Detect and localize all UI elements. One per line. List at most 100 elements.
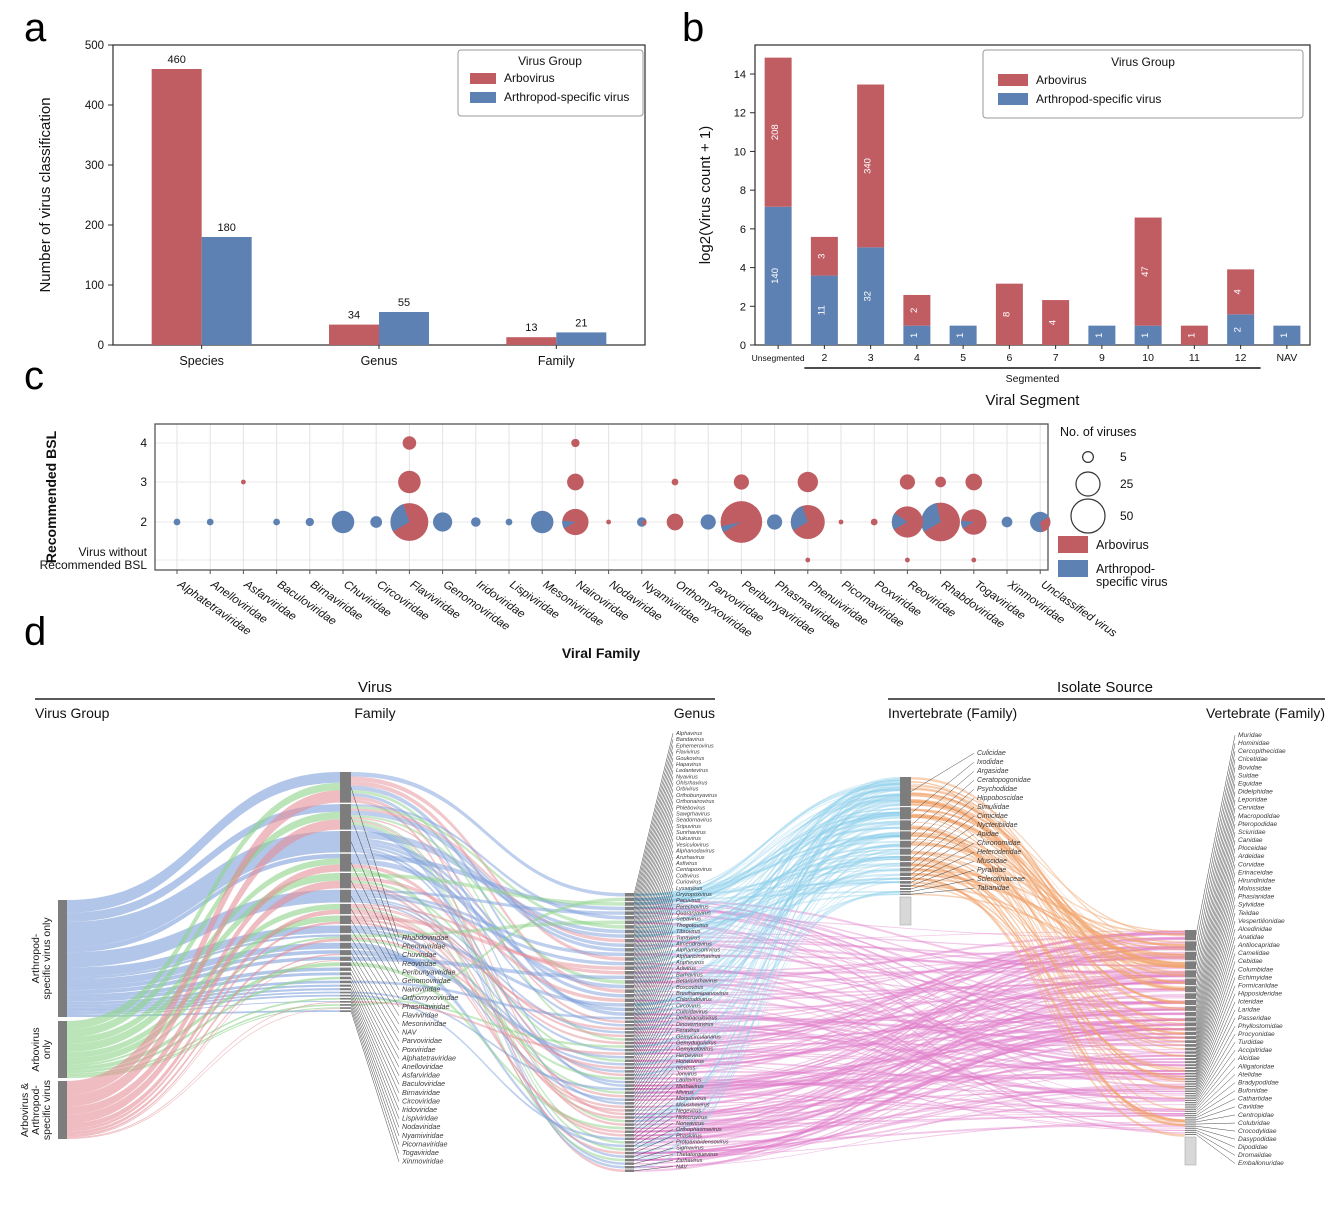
sankey-node-vertebrate: [1185, 1027, 1196, 1031]
flow-family-to-genus: [351, 885, 625, 1155]
flow-group-to-family: [67, 903, 340, 1059]
genus-leader: [633, 1024, 674, 1090]
flow-genus-to-vertebrate: [634, 966, 1185, 1087]
vertebrate-leader: [1195, 824, 1236, 1020]
stack-value-label: 1: [1140, 333, 1151, 338]
flow-genus-to-vertebrate: [634, 1081, 1185, 1095]
family-label: Xinmoviridae: [401, 1157, 444, 1166]
genus-label: Herbevirus: [676, 1053, 703, 1059]
sankey-node-genus: [625, 1141, 634, 1144]
vertebrate-leader: [1195, 888, 1236, 1053]
genus-label: Ohlsrhavirus: [676, 781, 708, 787]
stack-value-label: 47: [1140, 266, 1151, 277]
flow-family-to-genus: [351, 817, 625, 1023]
flow-genus-to-vertebrate: [634, 981, 1185, 1002]
vertebrate-leader: [1195, 799, 1236, 1003]
flow-genus-to-invertebrate: [634, 821, 900, 901]
flow-genus-to-invertebrate: [634, 835, 900, 1023]
sankey-node-invertebrate: [900, 881, 911, 884]
x-tick-label: 3: [868, 352, 874, 364]
bar-arbovirus-genus: [329, 324, 379, 345]
flow-genus-to-vertebrate: [634, 1028, 1185, 1094]
flow-invertebrate-to-vertebrate: [911, 825, 1185, 1050]
flow-genus-to-vertebrate: [634, 1090, 1185, 1104]
genus-leader: [633, 1036, 674, 1097]
flow-family-to-genus: [351, 853, 625, 911]
flow-genus-to-vertebrate: [634, 921, 1185, 1088]
family-label: Orthomyxoviridae: [402, 993, 458, 1002]
vertebrate-label: Dasypodidae: [1238, 1136, 1277, 1143]
flow-genus-to-invertebrate: [634, 855, 900, 983]
flow-invertebrate-to-vertebrate: [911, 809, 1185, 1111]
flow-genus-to-vertebrate: [634, 1012, 1185, 1062]
stack-arbovirus-seg-2: [810, 236, 838, 276]
flow-family-to-genus: [351, 804, 625, 920]
bubble-nodaviridae-bsl2: [606, 519, 611, 525]
vertebrate-leader: [1195, 961, 1236, 1080]
flow-genus-to-invertebrate: [634, 796, 900, 1000]
flow-genus-to-invertebrate: [634, 835, 900, 938]
flow-invertebrate-to-vertebrate: [911, 863, 1185, 1122]
flow-group-to-family: [67, 790, 340, 1095]
flow-genus-to-vertebrate: [634, 976, 1185, 1067]
genus-leader: [633, 887, 674, 1010]
flow-genus-to-vertebrate: [634, 1023, 1185, 1161]
flow-genus-to-invertebrate: [634, 852, 900, 913]
flow-genus-to-invertebrate: [634, 881, 900, 934]
vertebrate-leader: [1195, 977, 1236, 1085]
stack-arbovirus-seg-10: [1134, 217, 1162, 326]
family-leader: [350, 862, 400, 965]
genus-label: Alpharicinrhavirus: [675, 954, 721, 960]
y-tick-label: 4: [140, 436, 147, 450]
genus-label: Protoambidensovirus: [676, 1140, 729, 1146]
flow-genus-to-invertebrate: [634, 793, 900, 1098]
genus-leader: [633, 782, 674, 932]
flow-genus-to-vertebrate: [634, 1013, 1185, 1111]
sankey-node-genus: [625, 971, 634, 975]
flow-invertebrate-to-vertebrate: [911, 893, 1185, 956]
legend-swatch-arthropod: [998, 93, 1028, 105]
flow-genus-to-vertebrate: [634, 1029, 1185, 1083]
flow-genus-to-vertebrate: [634, 907, 1185, 991]
genus-column-header: Genus: [674, 705, 715, 721]
flow-genus-to-invertebrate: [634, 782, 900, 975]
vertebrate-leader: [1195, 864, 1236, 1042]
flow-genus-to-vertebrate: [634, 1024, 1185, 1075]
genus-label: Mivirus: [676, 1090, 694, 1096]
bar-value-label: 460: [167, 54, 185, 66]
sankey-node-genus: [625, 1084, 634, 1087]
flow-genus-to-invertebrate: [634, 793, 900, 960]
vertebrate-leader: [1195, 1001, 1236, 1092]
genus-label: Deltabaculovirus: [676, 1016, 718, 1022]
flow-genus-to-invertebrate: [634, 840, 900, 896]
vertebrate-label: Alcedinidae: [1237, 926, 1272, 933]
vertebrate-label: Macropodidae: [1238, 813, 1280, 820]
stack-arthropod-seg-NAV: [1273, 325, 1301, 345]
flow-genus-to-invertebrate: [634, 804, 900, 1037]
flow-genus-to-vertebrate: [634, 1000, 1185, 1098]
stack-arthropod-seg-2: [810, 275, 838, 345]
genus-leader: [633, 819, 674, 960]
bubble-baculoviridae-bsl2: [273, 518, 280, 526]
sankey-node-genus: [625, 1102, 634, 1105]
family-leader: [350, 1007, 400, 1154]
bubble-birnaviridae-bsl2: [305, 517, 314, 527]
genus-leader: [633, 1135, 674, 1154]
genus-leader: [633, 739, 674, 900]
genus-label: Barhavirus: [676, 972, 703, 978]
sankey-node-genus: [625, 1041, 634, 1045]
vertebrate-label: Teiidae: [1238, 910, 1259, 917]
sankey-node-vertebrate-other: [1184, 1136, 1197, 1166]
genus-label: Ledantevirus: [676, 768, 708, 774]
sankey-node-genus: [625, 1137, 634, 1141]
virus-group-label: specific virus: [41, 1080, 53, 1140]
x-tick-label: 12: [1235, 352, 1247, 364]
sankey-node-genus: [625, 1073, 634, 1077]
family-leader: [350, 1001, 400, 1137]
vertebrate-leader: [1195, 912, 1236, 1063]
y-tick-label: 3: [140, 475, 147, 489]
flow-genus-to-vertebrate: [634, 946, 1185, 974]
flow-genus-to-vertebrate: [634, 1115, 1185, 1130]
y-tick-label: 200: [85, 220, 104, 232]
flow-invertebrate-to-vertebrate: [911, 813, 1185, 968]
